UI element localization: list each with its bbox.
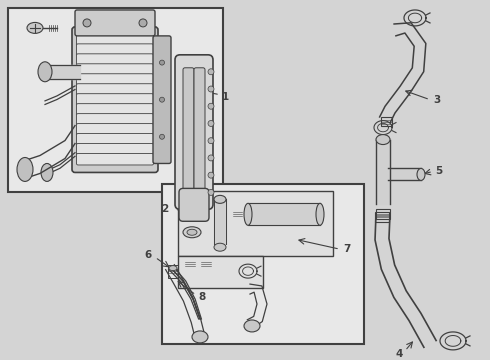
Bar xyxy=(162,184,364,344)
Text: 6: 6 xyxy=(145,250,152,260)
Bar xyxy=(185,260,195,268)
FancyBboxPatch shape xyxy=(76,74,153,85)
FancyBboxPatch shape xyxy=(76,84,153,95)
Ellipse shape xyxy=(187,229,197,235)
Circle shape xyxy=(208,155,214,161)
Ellipse shape xyxy=(27,22,43,33)
Bar xyxy=(201,260,211,268)
Circle shape xyxy=(208,138,214,144)
FancyBboxPatch shape xyxy=(76,104,153,115)
Ellipse shape xyxy=(17,157,33,181)
Circle shape xyxy=(160,97,165,102)
Text: 2: 2 xyxy=(161,204,168,214)
FancyBboxPatch shape xyxy=(175,55,213,209)
Bar xyxy=(375,212,389,222)
Ellipse shape xyxy=(192,331,208,343)
FancyBboxPatch shape xyxy=(76,134,153,145)
Text: 3: 3 xyxy=(433,95,440,105)
Text: 8: 8 xyxy=(198,292,205,302)
FancyBboxPatch shape xyxy=(72,27,158,172)
Ellipse shape xyxy=(214,243,226,251)
Ellipse shape xyxy=(187,211,197,217)
Bar xyxy=(381,117,392,126)
FancyBboxPatch shape xyxy=(76,44,153,55)
Bar xyxy=(232,208,242,221)
Circle shape xyxy=(208,86,214,92)
Ellipse shape xyxy=(376,135,390,144)
Circle shape xyxy=(208,103,214,109)
Text: 1: 1 xyxy=(222,92,229,102)
Text: 7: 7 xyxy=(343,244,350,254)
Ellipse shape xyxy=(183,227,201,238)
Ellipse shape xyxy=(214,195,226,203)
Circle shape xyxy=(208,172,214,178)
FancyBboxPatch shape xyxy=(76,144,153,155)
Ellipse shape xyxy=(417,168,425,180)
Ellipse shape xyxy=(183,209,201,220)
Ellipse shape xyxy=(244,203,252,225)
Bar xyxy=(178,256,263,288)
FancyBboxPatch shape xyxy=(183,68,194,196)
Ellipse shape xyxy=(316,203,324,225)
FancyBboxPatch shape xyxy=(75,10,155,36)
Ellipse shape xyxy=(41,163,53,181)
Text: 4: 4 xyxy=(395,349,403,359)
Bar xyxy=(376,209,390,219)
FancyBboxPatch shape xyxy=(76,153,153,165)
FancyBboxPatch shape xyxy=(76,64,153,75)
Circle shape xyxy=(208,189,214,195)
FancyBboxPatch shape xyxy=(179,188,209,221)
Circle shape xyxy=(160,134,165,139)
Circle shape xyxy=(83,19,91,27)
FancyBboxPatch shape xyxy=(76,34,153,45)
Circle shape xyxy=(139,19,147,27)
FancyBboxPatch shape xyxy=(76,94,153,105)
Bar xyxy=(8,8,223,192)
FancyBboxPatch shape xyxy=(153,36,171,163)
Ellipse shape xyxy=(38,62,52,82)
FancyBboxPatch shape xyxy=(76,123,153,135)
Bar xyxy=(168,265,178,278)
FancyBboxPatch shape xyxy=(76,114,153,125)
Circle shape xyxy=(160,60,165,65)
Circle shape xyxy=(208,69,214,75)
Ellipse shape xyxy=(244,320,260,332)
FancyBboxPatch shape xyxy=(76,54,153,65)
Circle shape xyxy=(208,121,214,126)
Text: 5: 5 xyxy=(435,166,442,176)
FancyBboxPatch shape xyxy=(194,68,205,196)
Bar xyxy=(178,192,333,256)
Ellipse shape xyxy=(169,266,177,271)
